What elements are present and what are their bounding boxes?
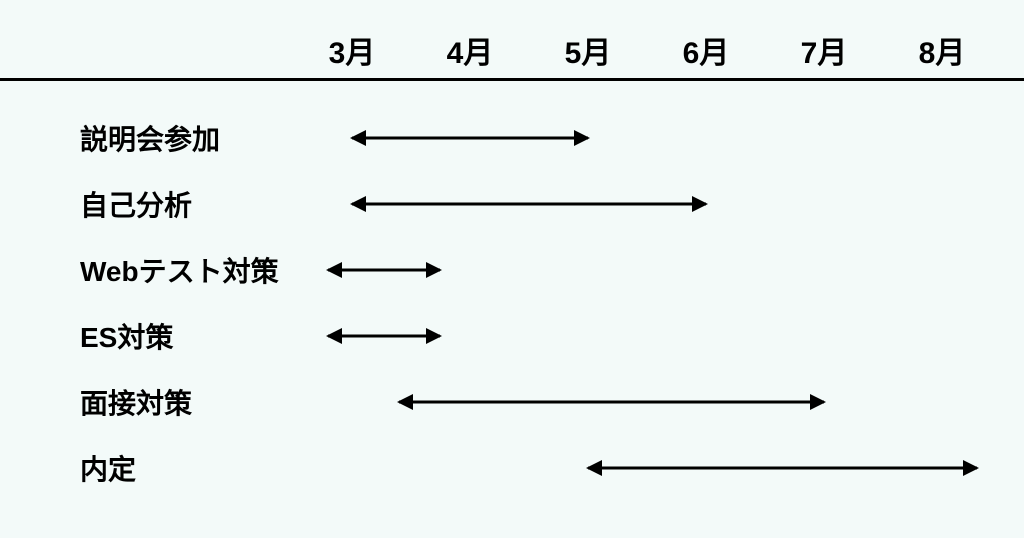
task-label: ES対策 [80,316,173,356]
month-label: 6月 [683,28,730,72]
month-header: 3月4月5月6月7月8月 [0,28,1024,68]
task-row: 説明会参加 [0,118,1024,158]
header-divider [0,78,1024,81]
arrow-left-icon [326,262,342,278]
arrow-right-icon [810,394,826,410]
arrow-left-icon [397,394,413,410]
task-label: 説明会参加 [80,118,220,158]
arrow-right-icon [574,130,590,146]
month-label: 8月 [919,28,966,72]
arrow-left-icon [350,130,366,146]
gantt-chart: 3月4月5月6月7月8月 説明会参加自己分析Webテスト対策ES対策面接対策内定 [0,0,1024,538]
task-row: 面接対策 [0,382,1024,422]
arrow-left-icon [586,460,602,476]
arrow-left-icon [326,328,342,344]
task-label: 面接対策 [80,382,192,422]
task-label: 自己分析 [80,184,192,224]
month-label: 4月 [447,28,494,72]
month-label: 3月 [329,28,376,72]
task-label: 内定 [80,448,136,488]
arrow-left-icon [350,196,366,212]
arrow-right-icon [692,196,708,212]
task-row: 自己分析 [0,184,1024,224]
task-row: 内定 [0,448,1024,488]
task-row: ES対策 [0,316,1024,356]
task-label: Webテスト対策 [80,250,279,290]
arrow-right-icon [426,328,442,344]
month-label: 5月 [565,28,612,72]
month-label: 7月 [801,28,848,72]
arrow-right-icon [426,262,442,278]
arrow-right-icon [963,460,979,476]
task-row: Webテスト対策 [0,250,1024,290]
